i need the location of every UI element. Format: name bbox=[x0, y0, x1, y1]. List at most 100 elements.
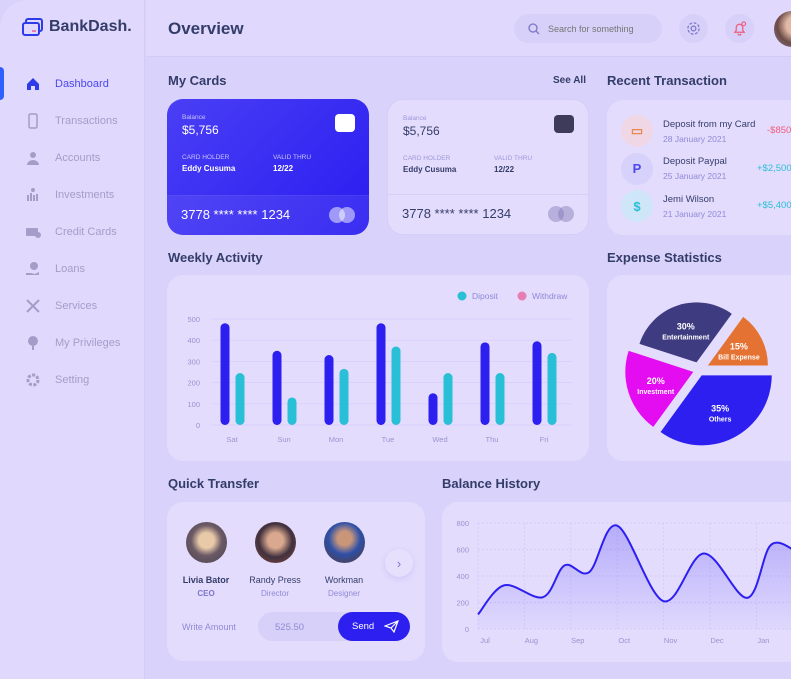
sidebar-item-transactions[interactable]: Transactions bbox=[0, 102, 145, 139]
bar-withdraw bbox=[428, 393, 438, 425]
contact-name: Workman bbox=[324, 575, 364, 585]
search-bar[interactable] bbox=[514, 14, 662, 43]
contact-avatar bbox=[254, 522, 296, 563]
contact-role: Designer bbox=[327, 589, 360, 598]
mastercard-logo-icon bbox=[329, 207, 355, 223]
recent-transactions-panel: ▭ Deposit from my Card 28 January 2021 -$… bbox=[607, 100, 791, 235]
legend-label: Withdraw bbox=[532, 291, 568, 301]
sidebar-item-accounts[interactable]: Accounts bbox=[0, 139, 145, 176]
card-holder: Eddy Cusuma bbox=[182, 164, 236, 173]
bar-withdraw bbox=[220, 323, 230, 425]
y-tick-label: 800 bbox=[456, 519, 469, 528]
pie-slice-others bbox=[660, 375, 772, 446]
legend-label: Diposit bbox=[472, 291, 499, 301]
expense-statistics-panel: 30% Entertainment 15% Bill Expense 35% Others… bbox=[607, 275, 791, 461]
x-tick-label: Mon bbox=[329, 435, 344, 444]
privilege-icon bbox=[25, 335, 41, 351]
sidebar-item-setting[interactable]: Setting bbox=[0, 361, 145, 398]
send-button[interactable]: Send bbox=[338, 612, 410, 641]
sidebar-item-my-privileges[interactable]: My Privileges bbox=[0, 324, 145, 361]
notifications-button[interactable] bbox=[725, 14, 754, 43]
user-avatar[interactable] bbox=[774, 11, 791, 47]
slice-label: Investment bbox=[637, 389, 675, 396]
x-tick-label: Thu bbox=[486, 435, 499, 444]
x-tick-label: Tue bbox=[382, 435, 395, 444]
my-cards-title: My Cards bbox=[168, 73, 227, 88]
contact-avatar bbox=[323, 522, 365, 563]
sidebar-item-label: Transactions bbox=[55, 114, 118, 127]
transaction-item[interactable]: $ Jemi Wilson 21 January 2021 +$5,400 bbox=[621, 190, 791, 222]
paypal-icon: P bbox=[621, 152, 653, 185]
transaction-item[interactable]: P Deposit Paypal 25 January 2021 +$2,500 bbox=[621, 152, 791, 185]
valid-thru-label: VALID THRU bbox=[273, 154, 312, 161]
mastercard-logo-icon bbox=[548, 206, 574, 222]
slice-percent: 35% bbox=[711, 404, 729, 414]
see-all-link[interactable]: See All bbox=[553, 75, 586, 86]
credit-card[interactable]: Balance $5,756 CARD HOLDER Eddy Cusuma V… bbox=[167, 99, 369, 235]
slice-label: Entertainment bbox=[662, 334, 710, 341]
chevron-right-icon: › bbox=[396, 555, 402, 571]
recent-transaction-title: Recent Transaction bbox=[607, 73, 727, 88]
sidebar-item-credit-cards[interactable]: Credit Cards bbox=[0, 213, 145, 250]
transaction-date: 21 January 2021 bbox=[663, 208, 727, 219]
quick-transfer-title: Quick Transfer bbox=[168, 476, 260, 491]
bar-deposit bbox=[339, 368, 349, 425]
header: Overview bbox=[146, 0, 791, 57]
slice-percent: 20% bbox=[647, 376, 665, 386]
transfer-contact[interactable]: Livia Bator CEO bbox=[171, 522, 241, 598]
pie-slice-investment bbox=[625, 350, 694, 427]
sidebar-item-label: Dashboard bbox=[55, 77, 109, 90]
search-input[interactable] bbox=[548, 23, 658, 34]
user-icon bbox=[25, 150, 41, 166]
tools-icon bbox=[25, 298, 41, 314]
sidebar-item-label: My Privileges bbox=[55, 336, 121, 349]
chip-icon bbox=[335, 114, 355, 132]
weekly-activity-chart: 0 100 200 300 400 500 Sat Sun Mon Tue Wed Thu Fri Dip… bbox=[187, 291, 572, 444]
y-tick-label: 400 bbox=[456, 572, 469, 581]
next-people-button[interactable]: › bbox=[385, 549, 413, 577]
sidebar-item-services[interactable]: Services bbox=[0, 287, 145, 324]
y-tick-label: 600 bbox=[456, 546, 469, 555]
valid-thru: 12/22 bbox=[494, 165, 515, 174]
weekly-activity-title: Weekly Activity bbox=[168, 250, 263, 265]
credit-card[interactable]: Balance $5,756 CARD HOLDER Eddy Cusuma V… bbox=[387, 99, 589, 235]
transfer-contact[interactable]: Randy Press Director bbox=[240, 522, 310, 598]
y-tick-label: 200 bbox=[187, 379, 200, 388]
settings-button[interactable] bbox=[679, 14, 708, 43]
contact-name: Livia Bator bbox=[182, 575, 230, 585]
card-balance: $5,756 bbox=[403, 124, 440, 138]
sidebar: BankDash. Dashboard Transactions Accounts I… bbox=[0, 0, 145, 679]
x-tick-label: Wed bbox=[432, 435, 447, 444]
y-tick-label: 400 bbox=[187, 336, 200, 345]
x-tick-label: Dec bbox=[710, 636, 724, 645]
quick-transfer-panel: Livia Bator CEO Randy Press Director Wor… bbox=[167, 502, 425, 661]
x-tick-label: Sat bbox=[226, 435, 238, 444]
sidebar-item-loans[interactable]: Loans bbox=[0, 250, 145, 287]
gear-icon bbox=[25, 372, 41, 388]
logo: BankDash. bbox=[22, 18, 132, 36]
sidebar-item-label: Setting bbox=[55, 373, 90, 386]
transaction-item[interactable]: ▭ Deposit from my Card 28 January 2021 -$… bbox=[621, 115, 791, 147]
sidebar-nav: Dashboard Transactions Accounts Investments… bbox=[0, 65, 145, 398]
y-tick-label: 0 bbox=[196, 421, 200, 430]
slice-label: Bill Expense bbox=[718, 355, 760, 362]
sidebar-item-label: Investments bbox=[55, 188, 115, 201]
expense-pie-chart: 30% Entertainment 15% Bill Expense 35% Others… bbox=[625, 302, 772, 446]
gear-icon bbox=[687, 22, 700, 35]
balance-area bbox=[478, 525, 791, 629]
weekly-activity-panel: 0 100 200 300 400 500 Sat Sun Mon Tue Wed Thu Fri Dip… bbox=[167, 275, 589, 461]
sidebar-item-investments[interactable]: Investments bbox=[0, 176, 145, 213]
contact-name: Randy Press bbox=[249, 575, 301, 585]
loan-icon bbox=[25, 261, 41, 277]
balance-line bbox=[477, 524, 791, 616]
transaction-amount: -$850 bbox=[767, 125, 791, 136]
card-holder-label: CARD HOLDER bbox=[182, 154, 230, 161]
sidebar-item-label: Accounts bbox=[55, 151, 101, 164]
y-tick-label: 200 bbox=[456, 599, 469, 608]
transaction-name: Jemi Wilson bbox=[663, 193, 715, 205]
contact-avatar bbox=[185, 522, 227, 563]
transfer-contact[interactable]: Workman Designer bbox=[309, 522, 379, 598]
sidebar-item-dashboard[interactable]: Dashboard bbox=[0, 65, 145, 102]
card-holder-label: CARD HOLDER bbox=[403, 155, 451, 162]
transaction-name: Deposit Paypal bbox=[663, 156, 727, 167]
